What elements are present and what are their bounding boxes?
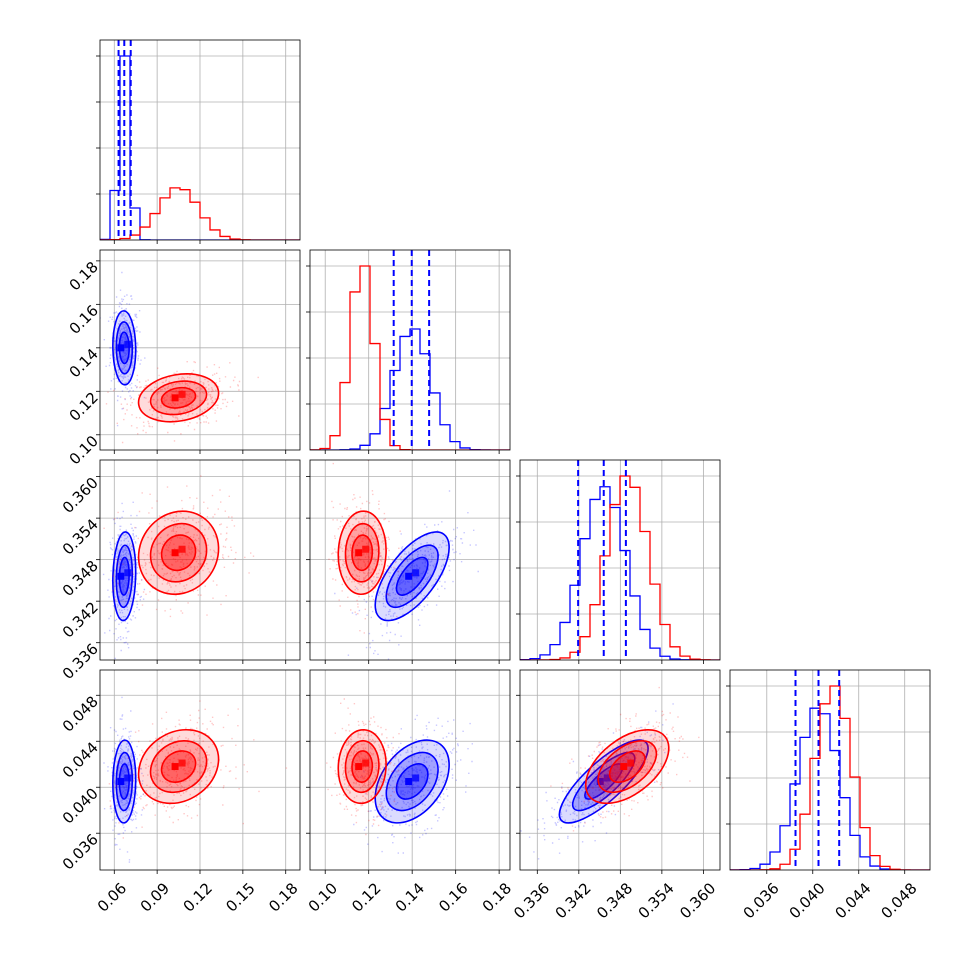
histogram-panel-1 bbox=[306, 249, 511, 451]
scatter-series-0 bbox=[353, 714, 473, 854]
x-tick-label: 0.14 bbox=[392, 879, 428, 915]
peak-bin bbox=[362, 545, 370, 553]
peak-bin bbox=[124, 569, 132, 577]
peak-bin bbox=[124, 340, 132, 348]
y-tick-label: 0.10 bbox=[66, 432, 102, 468]
panel-3-1 bbox=[309, 669, 511, 871]
peak-bin bbox=[117, 344, 125, 352]
x-tick-label: 0.12 bbox=[180, 879, 216, 915]
scatter-series-1 bbox=[326, 698, 400, 836]
y-tick-label: 0.342 bbox=[59, 598, 102, 641]
x-tick-label: 0.360 bbox=[676, 879, 719, 922]
peak-bin bbox=[355, 763, 363, 771]
x-tick-label: 0.036 bbox=[740, 879, 783, 922]
y-tick-label: 0.336 bbox=[59, 640, 102, 683]
peak-bin bbox=[117, 777, 125, 785]
y-tick-label: 0.16 bbox=[66, 302, 102, 338]
peak-bin bbox=[596, 777, 604, 785]
x-tick-label: 0.044 bbox=[832, 879, 875, 922]
peak-bin bbox=[171, 763, 179, 771]
x-tick-label: 0.048 bbox=[878, 879, 921, 922]
peak-bin bbox=[405, 572, 413, 580]
histogram-panel-2 bbox=[516, 459, 721, 661]
y-tick-label: 0.360 bbox=[59, 474, 102, 517]
y-tick-label: 0.048 bbox=[59, 692, 102, 735]
x-tick-label: 0.040 bbox=[786, 879, 829, 922]
scatter-series-1 bbox=[103, 475, 255, 618]
scatter-series-1 bbox=[105, 361, 259, 444]
peak-bin bbox=[620, 763, 628, 771]
peak-bin bbox=[178, 390, 186, 398]
y-tick-label: 0.348 bbox=[59, 557, 102, 600]
panel-2-0 bbox=[99, 459, 301, 661]
peak-bin bbox=[171, 549, 179, 557]
panel-2-1 bbox=[309, 459, 511, 661]
scatter-series-1 bbox=[550, 686, 720, 832]
x-tick-label: 0.348 bbox=[593, 879, 636, 922]
peak-bin bbox=[178, 759, 186, 767]
peak-bin bbox=[178, 545, 186, 553]
y-tick-label: 0.14 bbox=[66, 345, 102, 381]
peak-bin bbox=[603, 774, 611, 782]
x-tick-label: 0.06 bbox=[94, 879, 130, 915]
peak-bin bbox=[412, 569, 420, 577]
y-tick-label: 0.040 bbox=[59, 784, 102, 827]
peak-bin bbox=[355, 549, 363, 557]
x-tick-label: 0.354 bbox=[635, 879, 678, 922]
y-tick-label: 0.036 bbox=[59, 830, 102, 873]
x-tick-label: 0.15 bbox=[222, 879, 258, 915]
x-tick-label: 0.10 bbox=[305, 879, 341, 915]
x-tick-label: 0.18 bbox=[265, 879, 301, 915]
histogram-panel-0 bbox=[96, 39, 301, 241]
y-tick-label: 0.354 bbox=[59, 515, 102, 558]
y-tick-label: 0.12 bbox=[66, 388, 102, 424]
panel-3-2 bbox=[519, 669, 721, 871]
peak-bin bbox=[117, 572, 125, 580]
histogram-series-0 bbox=[100, 55, 300, 240]
peak-bin bbox=[362, 759, 370, 767]
histogram-series-1 bbox=[310, 265, 510, 450]
x-tick-label: 0.342 bbox=[552, 879, 595, 922]
peak-bin bbox=[124, 774, 132, 782]
peak-bin bbox=[405, 777, 413, 785]
y-tick-label: 0.18 bbox=[66, 258, 102, 294]
x-tick-label: 0.09 bbox=[137, 879, 173, 915]
panel-1-0 bbox=[99, 249, 301, 451]
x-tick-label: 0.336 bbox=[510, 879, 553, 922]
x-tick-label: 0.16 bbox=[435, 879, 471, 915]
histogram-panel-3 bbox=[726, 669, 931, 871]
scatter-series-1 bbox=[108, 700, 288, 839]
x-tick-label: 0.12 bbox=[348, 879, 384, 915]
y-tick-label: 0.044 bbox=[59, 738, 102, 781]
peak-bin bbox=[171, 394, 179, 402]
peak-bin bbox=[412, 774, 420, 782]
peak-bin bbox=[627, 759, 635, 767]
panel-3-0 bbox=[99, 669, 301, 871]
